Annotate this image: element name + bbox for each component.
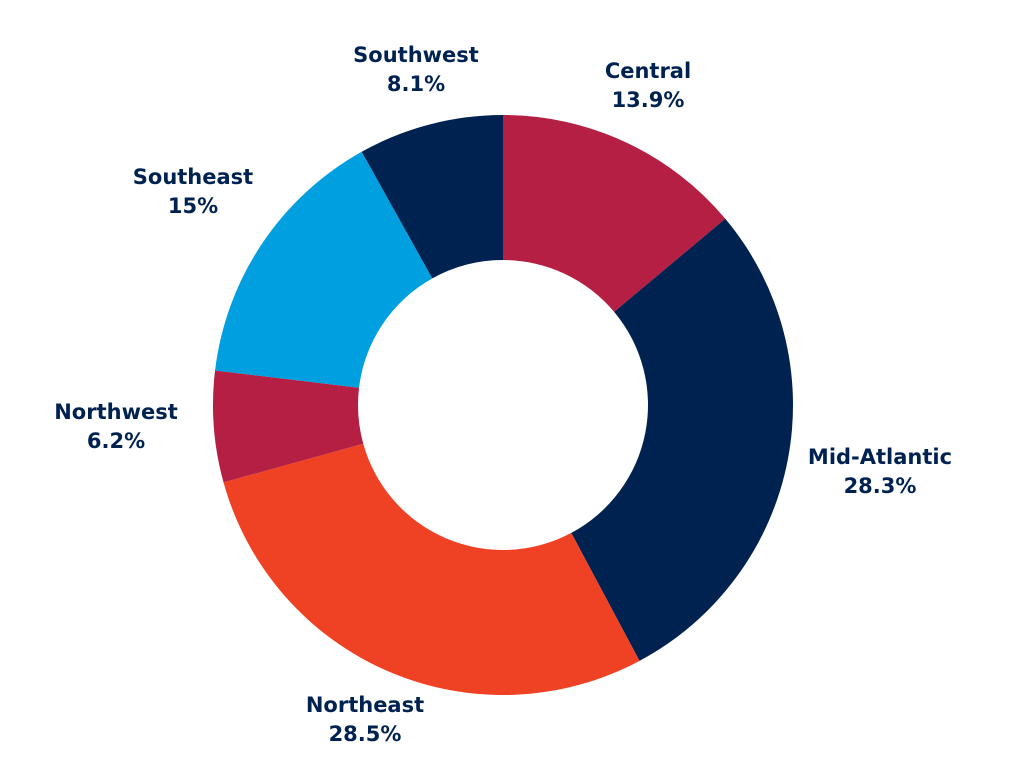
slice-southwest [361,115,503,279]
slice-central [503,115,726,312]
slice-label: Northeast [306,693,424,717]
slice-southeast [215,151,433,388]
slice-value-label: 28.3% [844,474,917,498]
slice-value-label: 13.9% [612,88,685,112]
slice-value-label: 15% [168,194,218,218]
slice-label: Southeast [133,165,253,189]
slice-value-label: 8.1% [387,72,445,96]
slice-northeast [223,443,640,695]
slice-label: Southwest [353,43,479,67]
slice-value-label: 28.5% [329,722,402,746]
slice-label: Northwest [54,400,178,424]
slice-value-label: 6.2% [87,429,145,453]
slice-label: Mid-Atlantic [808,445,952,469]
slice-northwest [212,370,364,483]
slice-mid-atlantic [571,218,793,661]
slice-label: Central [605,59,691,83]
